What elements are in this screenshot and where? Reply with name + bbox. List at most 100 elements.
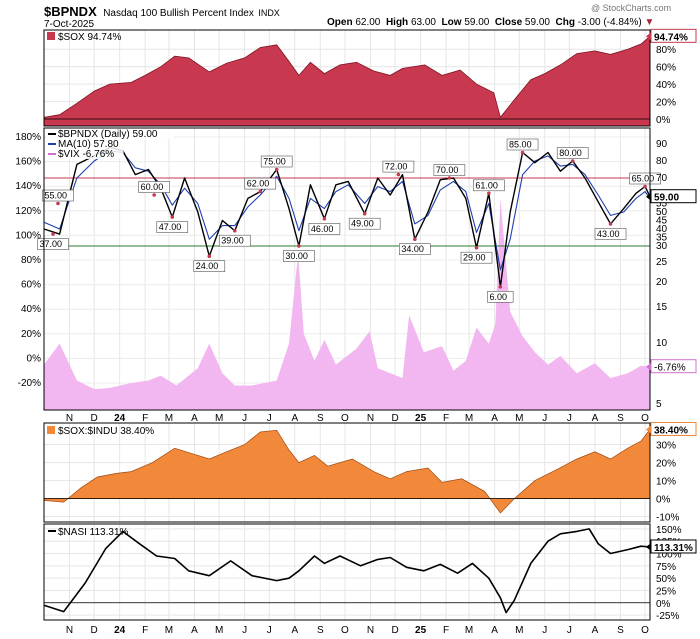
- x-axis-label: J: [242, 413, 247, 424]
- x-axis-label: D: [91, 413, 98, 424]
- nasi-last-value-pointer: [646, 542, 651, 551]
- right-tick-label: 30: [656, 241, 668, 252]
- annotation-box: [556, 147, 589, 159]
- x-axis-label: A: [491, 413, 498, 424]
- left-tick-label: 140%: [15, 181, 41, 192]
- bpndx-last-value-pointer: [646, 192, 651, 201]
- sox-indu-tick-label: 0%: [656, 495, 671, 506]
- annotation-label: 72.00: [385, 162, 408, 172]
- annotation-label: 70.00: [436, 165, 459, 175]
- annotation-label: 30.00: [285, 251, 308, 261]
- sox-tick-label: 20%: [656, 98, 676, 109]
- nasi-tick-label: 50%: [656, 574, 676, 585]
- annotation-box: [433, 164, 466, 176]
- annotation-box: [460, 251, 493, 264]
- x-axis-label: J: [267, 413, 272, 424]
- x-axis-label-bottom: O: [341, 625, 349, 636]
- annotation-marker: [447, 176, 452, 180]
- nasi-last-value: 113.31%: [654, 543, 693, 554]
- chg-value: -3.00 (-4.84%): [577, 17, 642, 28]
- annotation-label: 29.00: [463, 253, 486, 263]
- x-axis-label-bottom: D: [391, 625, 398, 636]
- sox-last-value-pointer: [646, 32, 651, 41]
- high-value: 63.00: [410, 17, 436, 28]
- nasi-tick-label: 25%: [656, 586, 676, 597]
- nasi-tick-label: 0%: [656, 599, 671, 610]
- open-label: Open: [327, 17, 353, 28]
- right-tick-label: 10: [656, 338, 668, 349]
- x-axis-label-bottom: F: [142, 625, 148, 636]
- index-name: Nasdaq 100 Bullish Percent Index: [103, 8, 254, 19]
- sox-indu-tick-label: 30%: [656, 441, 676, 452]
- annotation-label: 55.00: [44, 191, 67, 201]
- x-axis-label-bottom: 25: [415, 625, 427, 636]
- annotation-box: [629, 172, 661, 185]
- annotation-box: [193, 260, 226, 273]
- chart-header: $BPNDX Nasdaq 100 Bullish Percent Index …: [44, 3, 280, 21]
- chart-date: 7-Oct-2025: [44, 19, 95, 30]
- legend-bg: [46, 139, 130, 149]
- sox-indu-tick-label: -10%: [656, 513, 679, 524]
- annotation-marker: [520, 150, 525, 155]
- open-value: 62.00: [355, 17, 381, 28]
- right-tick-label: 25: [656, 257, 668, 268]
- sox-indu-panel-frame: [43, 422, 651, 523]
- x-axis-label: M: [515, 413, 523, 424]
- left-tick-label: 160%: [15, 157, 41, 168]
- down-arrow-icon: ▼: [644, 17, 655, 28]
- annotation-label: 47.00: [159, 222, 182, 232]
- x-axis-label-bottom: S: [617, 625, 624, 636]
- x-axis-label-bottom: S: [317, 625, 324, 636]
- sox-indu-tick-label: 20%: [656, 459, 676, 470]
- annotation-box: [42, 189, 74, 202]
- bpndx-last-value: 59.00: [654, 193, 679, 204]
- annotation-box: [244, 177, 277, 190]
- sox-indu-legend: $SOX:$INDU 38.40%: [58, 426, 154, 437]
- annotation-marker: [152, 193, 156, 197]
- annotation-marker: [232, 228, 237, 233]
- x-axis-label-bottom: A: [592, 625, 599, 636]
- sox-panel-frame: [43, 29, 651, 127]
- sox-tick-label: 0%: [656, 115, 671, 126]
- annotation-label: 39.00: [221, 236, 244, 246]
- x-axis-label: M: [215, 413, 223, 424]
- x-axis-label-bottom: O: [641, 625, 649, 636]
- annotation-label: 65.00: [632, 174, 655, 184]
- x-axis-label: M: [165, 413, 173, 424]
- x-axis-label: M: [465, 413, 473, 424]
- annotation-marker: [362, 211, 367, 216]
- sox-tick-label: 80%: [656, 45, 676, 56]
- x-axis-label-bottom: M: [515, 625, 523, 636]
- x-axis-label: D: [391, 413, 398, 424]
- legend-entry: $VIX -6.76%: [58, 149, 114, 160]
- sox-tick-label: 40%: [656, 80, 676, 91]
- annotation-label: 43.00: [597, 229, 620, 239]
- annotation-marker: [570, 159, 575, 163]
- nasi-panel-frame: [43, 523, 651, 621]
- x-axis-label-bottom: N: [66, 625, 73, 636]
- left-tick-label: 20%: [21, 329, 41, 340]
- left-tick-label: 100%: [15, 230, 41, 241]
- annotation-label: 85.00: [509, 140, 532, 150]
- x-axis-label-bottom: M: [215, 625, 223, 636]
- symbol: $BPNDX: [44, 4, 97, 19]
- annotation-box: [506, 138, 539, 151]
- x-axis-label: F: [443, 413, 449, 424]
- annotation-label: 49.00: [351, 219, 374, 229]
- sox-indu-last-value: 38.40%: [654, 425, 688, 436]
- right-tick-label: 5: [656, 399, 662, 410]
- annotation-box: [138, 181, 170, 193]
- x-axis-label-bottom: J: [267, 625, 272, 636]
- left-tick-label: 40%: [21, 304, 41, 315]
- sox-legend: $SOX 94.74%: [58, 32, 121, 43]
- bpndx-panel-frame: [43, 127, 651, 411]
- low-label: Low: [441, 17, 462, 28]
- x-axis-label-bottom: N: [367, 625, 374, 636]
- legend-bg: [46, 149, 124, 159]
- annotation-label: 46.00: [311, 224, 334, 234]
- left-tick-label: 80%: [21, 255, 41, 266]
- right-tick-label: 80: [656, 156, 668, 167]
- nasi-tick-label: 100%: [656, 550, 682, 561]
- annotation-marker: [608, 222, 613, 226]
- annotation-label: 61.00: [475, 180, 498, 190]
